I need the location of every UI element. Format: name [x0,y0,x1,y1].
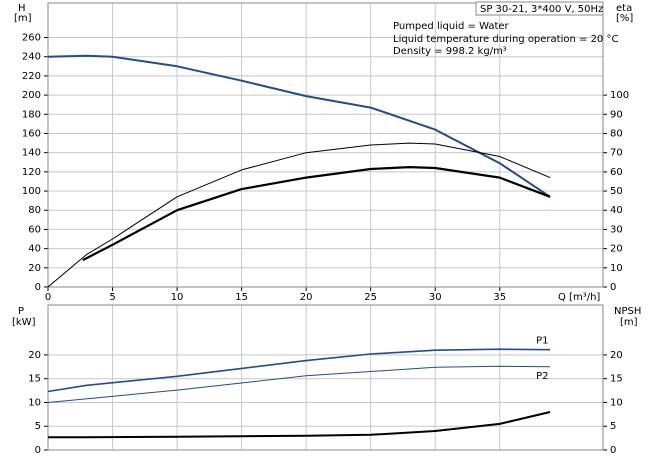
y-tick-label: 100 [22,186,41,197]
header: SP 30-21, 3*400 V, 50Hz [480,4,603,15]
x-tick-label: 5 [109,292,115,303]
curve [47,365,551,403]
y-tick-label: 200 [22,90,41,101]
plot-frame [47,2,604,288]
curve [47,54,551,198]
y2-tick-label: 70 [610,148,623,159]
y-axis-title: H [18,3,26,14]
y-axis-unit: [kW] [12,317,36,328]
y-tick-label: 120 [22,167,41,178]
y-tick-label: 180 [22,109,41,120]
x-tick-label: 10 [171,292,184,303]
y2-axis-unit: [%] [616,13,633,24]
x-tick-label: 20 [300,292,313,303]
y2-tick-label: 100 [610,90,629,101]
y-tick-label: 60 [28,224,41,235]
y-tick-label: 160 [22,128,41,139]
y-tick-label: 260 [22,33,41,44]
y2-tick-label: 90 [610,109,623,120]
y2-tick-label: 0 [610,282,616,293]
y2-axis-unit: [m] [620,317,638,328]
y-tick-label: 40 [28,244,41,255]
y2-tick-label: 50 [610,186,623,197]
curve [47,348,551,393]
x-tick-label: 30 [429,292,442,303]
y-tick-label: 220 [22,71,41,82]
y-tick-label: 140 [22,148,41,159]
y2-tick-label: 40 [610,205,623,216]
y2-tick-label: 15 [610,374,623,385]
y-tick-label: 15 [28,374,41,385]
x-axis-title: Q [m³/h] [558,292,600,303]
y2-tick-label: 30 [610,224,623,235]
note: Density = 998.2 kg/m³ [393,46,507,57]
y2-tick-label: 5 [610,421,616,432]
y-tick-label: 5 [35,421,41,432]
curve-label: P2 [536,371,548,382]
y-tick-label: 0 [35,282,41,293]
x-tick-label: 35 [493,292,506,303]
y2-tick-label: 60 [610,167,623,178]
y2-axis-title: eta [616,3,632,14]
y2-tick-label: 20 [610,244,623,255]
curve [47,142,551,288]
y-tick-label: 80 [28,205,41,216]
curve [48,411,551,439]
y-axis-title: P [18,306,24,317]
note: Liquid temperature during operation = 20… [393,34,618,45]
x-tick-label: 15 [235,292,248,303]
y-tick-label: 20 [28,350,41,361]
y2-tick-label: 10 [610,263,623,274]
x-tick-label: 0 [45,292,51,303]
y2-tick-label: 10 [610,397,623,408]
note: Pumped liquid = Water [393,21,510,32]
curve-label: P1 [536,336,548,347]
plot-layer: 0 5 10 15 20 25 30 3502040608010012014016018020… [22,2,629,456]
y2-tick-label: 0 [610,445,616,456]
curve [82,166,551,262]
y-tick-label: 10 [28,397,41,408]
y-tick-label: 240 [22,52,41,63]
header-box [475,1,604,16]
x-tick-label: 25 [364,292,377,303]
y2-tick-label: 20 [610,350,623,361]
y2-axis-title: NPSH [614,306,641,317]
y2-tick-label: 80 [610,128,623,139]
plot-frame [47,304,604,451]
y-tick-label: 20 [28,263,41,274]
y-tick-label: 0 [35,445,41,456]
y-axis-unit: [m] [14,13,32,24]
